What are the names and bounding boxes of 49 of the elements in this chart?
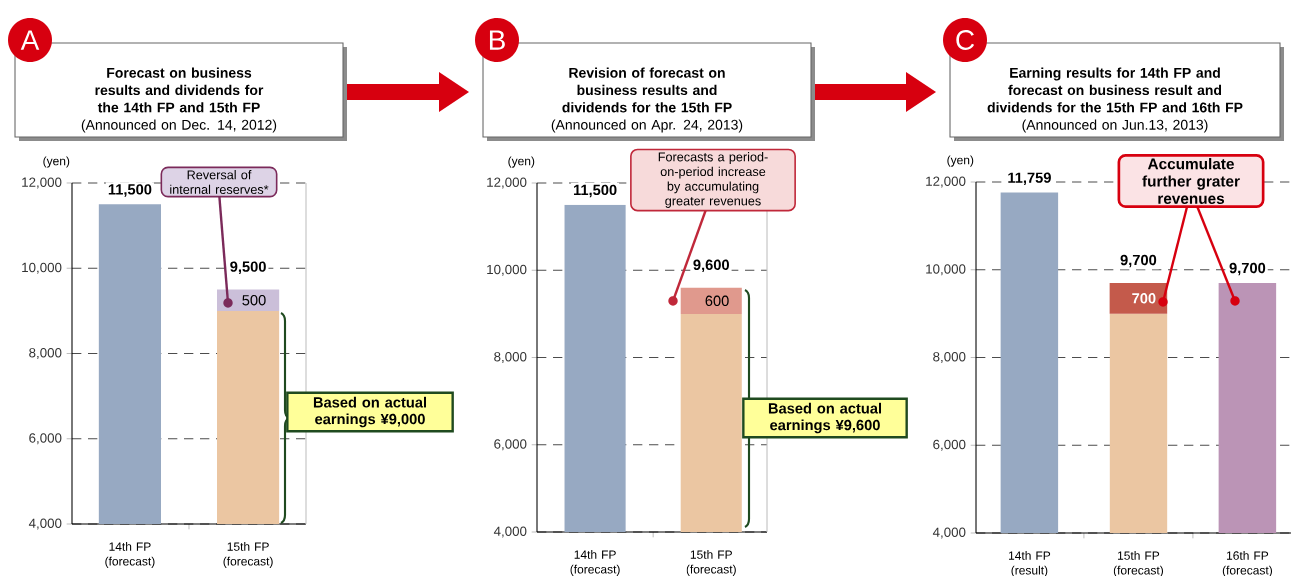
annotation: Accumulate further grater revenues — [1142, 158, 1240, 204]
x-tick-label: 15th FP (forecast) — [686, 550, 736, 576]
y-tick-label: 8,000 — [494, 352, 527, 364]
y-tick-label: 6,000 — [933, 439, 966, 451]
data-label: 11,500 — [108, 184, 152, 197]
text: Based on actual earnings ¥9,000 — [313, 396, 426, 428]
y-tick-label: 8,000 — [933, 352, 966, 364]
text: C — [956, 30, 975, 50]
y-axis-title: (yen) — [43, 156, 70, 168]
y-tick-label: 10,000 — [487, 264, 527, 276]
y-axis-title: (yen) — [947, 155, 974, 167]
chart-title: Revision of forecast on business results and dividends for the 15th FP — [562, 67, 732, 113]
x-tick-label: 14th FP (forecast) — [105, 542, 155, 568]
y-tick-label: 12,000 — [487, 177, 527, 189]
y-tick-label: 6,000 — [29, 433, 62, 445]
x-tick-label: 16th FP (forecast) — [1222, 551, 1273, 576]
y-tick-label: 4,000 — [932, 527, 966, 539]
y-tick-label: 4,000 — [28, 518, 62, 530]
data-label: 500 — [242, 295, 266, 306]
text: B — [489, 30, 505, 50]
chart-title: Earning results for 14th FP and forecast on business result and dividends for the 15th FP and 16th FP — [987, 67, 1243, 113]
y-tick-label: 8,000 — [29, 348, 62, 360]
total-label: 9,500 — [230, 261, 266, 274]
y-tick-label: 12,000 — [22, 177, 62, 189]
data-label: 11,500 — [573, 184, 617, 198]
data-label: 9,700 — [1229, 262, 1266, 276]
y-axis-title: (yen) — [508, 156, 535, 168]
chart-title: Forecast on business results and dividends for the 14th FP and 15th FP — [95, 67, 264, 113]
x-tick-label: 15th FP (forecast) — [1113, 551, 1164, 576]
text: Based on actual earnings ¥9,600 — [768, 402, 881, 434]
y-tick-label: 12,000 — [926, 176, 966, 188]
chart-subtitle: (Announced on Jun.13, 2013) — [1022, 119, 1208, 133]
data-label: 600 — [705, 295, 729, 306]
data-label: 11,759 — [1008, 172, 1051, 185]
y-tick-label: 6,000 — [494, 439, 527, 451]
chart-subtitle: (Announced on Apr. 24, 2013) — [551, 119, 743, 133]
x-tick-label: 14th FP (result) — [1008, 551, 1051, 576]
total-label: 9,700 — [1120, 254, 1157, 268]
text: A — [20, 30, 40, 50]
y-tick-label: 4,000 — [493, 526, 527, 538]
x-tick-label: 14th FP (forecast) — [570, 550, 620, 576]
data-label: 700 — [1132, 293, 1156, 304]
x-tick-label: 15th FP (forecast) — [223, 542, 273, 568]
annotation: Forecasts a period-on-period increase by accumulating greater revenues — [658, 152, 768, 208]
y-tick-label: 10,000 — [926, 264, 966, 276]
annotation: Reversal of internal reserves* — [170, 170, 269, 194]
chart-subtitle: (Announced on Dec. 14, 2012) — [81, 119, 277, 133]
y-tick-label: 10,000 — [22, 262, 62, 274]
total-label: 9,600 — [693, 259, 729, 273]
